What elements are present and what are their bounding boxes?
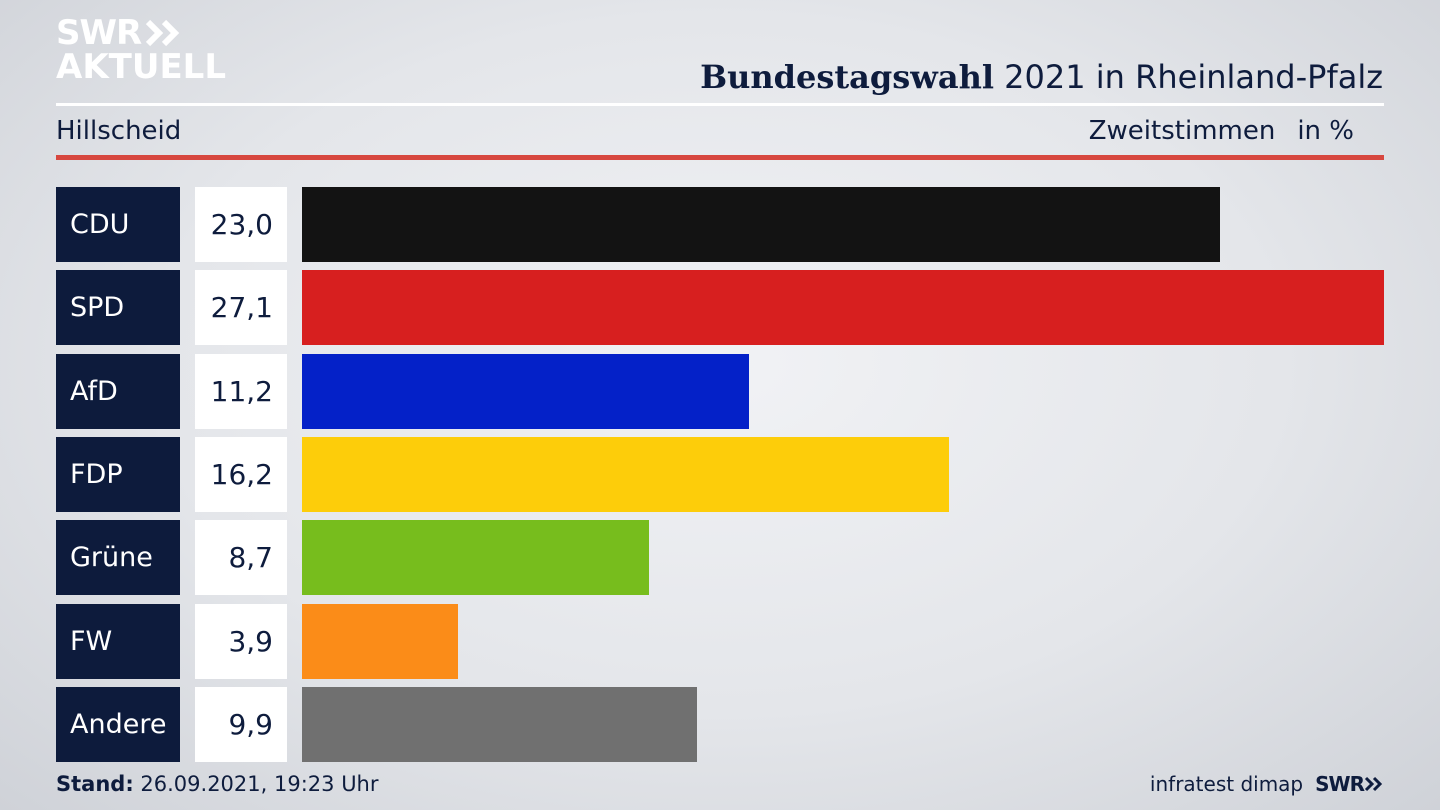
bar-row-fw: FW 3,9 xyxy=(56,603,1384,679)
party-label-fw: FW xyxy=(56,603,180,679)
measure-unit: in % xyxy=(1297,116,1354,146)
source-label: infratest dimap xyxy=(1149,772,1304,796)
party-label-gruene: Grüne xyxy=(56,520,180,596)
party-label-andere: Andere xyxy=(56,686,180,762)
bar-gruene xyxy=(302,520,649,596)
bar-row-gruene: Grüne 8,7 xyxy=(56,520,1384,596)
value-label-gruene: 8,7 xyxy=(195,520,287,596)
title-bold: Bundestagswahl xyxy=(700,58,994,96)
value-label-fw: 3,9 xyxy=(195,603,287,679)
value-label-cdu: 23,0 xyxy=(195,187,287,262)
footer-brand-text: SWR xyxy=(1315,772,1365,796)
header-divider xyxy=(56,103,1384,106)
logo-text-aktuell: AKTUELL xyxy=(56,47,227,87)
value-label-andere: 9,9 xyxy=(195,686,287,762)
bar-andere xyxy=(302,686,697,762)
party-label-fdp: FDP xyxy=(56,436,180,512)
timestamp-value: 26.09.2021, 19:23 Uhr xyxy=(140,772,379,796)
bar-row-fdp: FDP 16,2 xyxy=(56,436,1384,512)
measure-name: Zweitstimmen xyxy=(1088,116,1276,146)
party-label-cdu: CDU xyxy=(56,187,180,262)
page-title: Bundestagswahl 2021 in Rheinland-Pfalz xyxy=(700,58,1383,96)
timestamp: Stand: 26.09.2021, 19:23 Uhr xyxy=(56,772,379,796)
double-chevron-icon xyxy=(146,19,180,47)
location-label: Hillscheid xyxy=(56,116,182,146)
bar-fdp xyxy=(302,436,949,512)
bar-row-andere: Andere 9,9 xyxy=(56,686,1384,762)
party-label-spd: SPD xyxy=(56,270,180,346)
logo-text-swr: SWR xyxy=(56,13,142,53)
value-label-afd: 11,2 xyxy=(195,353,287,429)
bar-spd xyxy=(302,270,1384,346)
accent-divider xyxy=(56,155,1384,160)
bar-row-cdu: CDU 23,0 xyxy=(56,187,1384,262)
bar-row-afd: AfD 11,2 xyxy=(56,353,1384,429)
footer-brand-logo: SWR xyxy=(1315,772,1384,796)
swr-aktuell-logo: SWR AKTUELL xyxy=(56,16,226,84)
bar-afd xyxy=(302,353,749,429)
logo-line1: SWR xyxy=(56,16,226,50)
timestamp-label: Stand: xyxy=(56,772,134,796)
title-rest: 2021 in Rheinland-Pfalz xyxy=(1004,58,1383,96)
bar-cdu xyxy=(302,187,1220,262)
bar-fw xyxy=(302,603,458,679)
measure-label: Zweitstimmen in % xyxy=(1089,116,1354,146)
value-label-spd: 27,1 xyxy=(195,270,287,346)
footer-source: infratest dimap SWR xyxy=(1150,772,1384,796)
value-label-fdp: 16,2 xyxy=(195,436,287,512)
party-label-afd: AfD xyxy=(56,353,180,429)
bar-row-spd: SPD 27,1 xyxy=(56,270,1384,346)
footer-chevron-icon xyxy=(1364,776,1383,792)
